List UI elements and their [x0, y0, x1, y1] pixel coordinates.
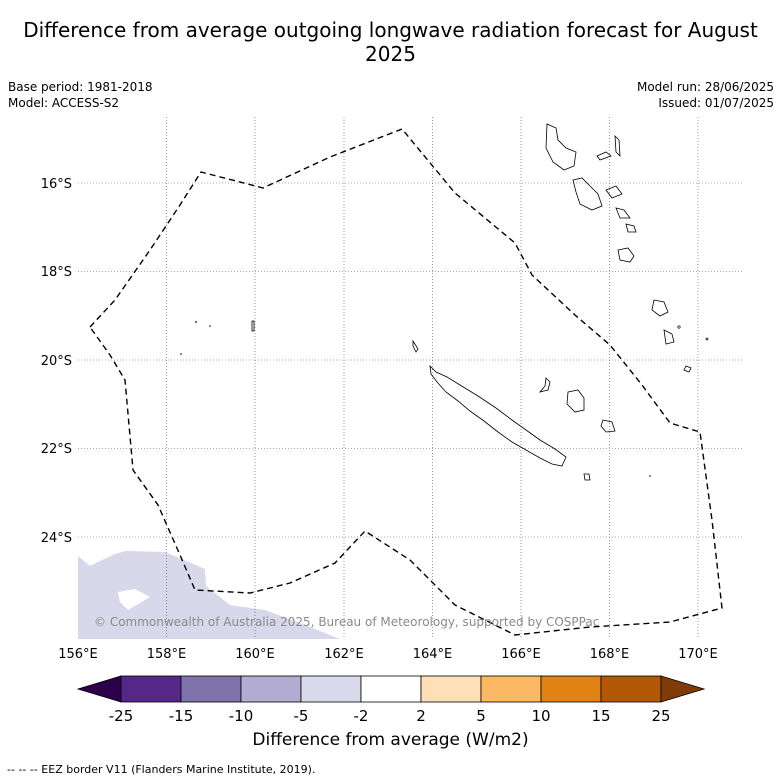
colorbar-tick: 25	[651, 707, 670, 725]
colorbar-title: Difference from average (W/m2)	[252, 730, 529, 750]
efate	[625, 223, 637, 233]
islet-3	[649, 475, 651, 477]
colorbar-tick: 2	[416, 707, 426, 725]
lon-label: 166°E	[501, 647, 541, 662]
islet-2	[705, 337, 709, 341]
meta-left: Base period: 1981-2018 Model: ACCESS-S2	[8, 79, 153, 111]
mare	[600, 419, 616, 433]
ouvea	[538, 377, 551, 393]
lon-label: 162°E	[324, 647, 364, 662]
colorbar-extend-low	[76, 675, 122, 703]
colorbar	[76, 675, 706, 703]
model-name: Model: ACCESS-S2	[8, 96, 120, 110]
epi	[615, 207, 631, 219]
ambrym	[605, 185, 623, 199]
lon-label: 160°E	[235, 647, 275, 662]
aneityum	[663, 329, 675, 345]
colorbar-tick: -5	[294, 707, 309, 725]
colorbar-segment	[300, 675, 362, 703]
colorbar-extend-high	[660, 675, 706, 703]
new-caledonia-coastline	[429, 364, 567, 467]
colorbar-segment	[360, 675, 422, 703]
ambae	[596, 151, 612, 161]
lon-label: 156°E	[58, 647, 98, 662]
colorbar-tick: -2	[354, 707, 369, 725]
isle-of-pines	[583, 473, 591, 481]
lifou	[566, 389, 585, 413]
colorbar-tick: -10	[229, 707, 254, 725]
lat-label: 24°S	[41, 531, 72, 546]
belep-islands	[412, 339, 419, 353]
meta-right: Model run: 28/06/2025 Issued: 01/07/2025	[637, 79, 774, 111]
colorbar-tick: 5	[476, 707, 486, 725]
colorbar-segment	[240, 675, 302, 703]
colorbar-segment	[120, 675, 182, 703]
lon-label: 168°E	[590, 647, 630, 662]
eez-footnote: -- -- -- EEZ border V11 (Flanders Marine…	[7, 763, 316, 776]
erromango	[617, 247, 635, 263]
issued-date: Issued: 01/07/2025	[658, 96, 774, 110]
lat-label: 16°S	[41, 177, 72, 192]
reef-islet-1	[195, 321, 197, 323]
lat-label: 22°S	[41, 442, 72, 457]
chesterfield-reef	[251, 320, 255, 332]
colorbar-segment	[540, 675, 602, 703]
small-island-east	[683, 365, 692, 373]
lon-label: 164°E	[413, 647, 453, 662]
maewo	[614, 134, 621, 158]
reef-islet-3	[180, 353, 182, 355]
colorbar-segment	[480, 675, 542, 703]
lat-label: 20°S	[41, 354, 72, 369]
latitude-labels: 16°S 18°S 20°S 22°S 24°S	[41, 177, 72, 546]
tanna	[651, 299, 669, 317]
eez-border	[89, 128, 723, 636]
model-run: Model run: 28/06/2025	[636, 80, 774, 94]
map-title: Difference from average outgoing longwav…	[23, 18, 758, 66]
islet-1	[677, 325, 681, 329]
colorbar-segment	[420, 675, 482, 703]
lon-label: 170°E	[678, 647, 718, 662]
colorbar-tick: -25	[109, 707, 134, 725]
copyright-text: © Commonwealth of Australia 2025, Bureau…	[94, 615, 599, 629]
malekula	[572, 177, 603, 211]
colorbar-ticks: -25 -15 -10 -5 -2 2 5 10 15 25	[109, 707, 671, 725]
map-area	[78, 117, 743, 639]
gridlines	[78, 117, 743, 639]
colorbar-segment	[600, 675, 662, 703]
longitude-labels: 156°E 158°E 160°E 162°E 164°E 166°E 168°…	[58, 647, 718, 662]
anomaly-fill-region	[78, 551, 340, 639]
colorbar-segment	[180, 675, 242, 703]
colorbar-tick: -15	[169, 707, 194, 725]
colorbar-tick: 15	[591, 707, 610, 725]
lon-label: 158°E	[147, 647, 187, 662]
base-period: Base period: 1981-2018	[8, 80, 153, 94]
reef-islet-2	[209, 325, 211, 327]
anomaly-hole	[118, 589, 150, 610]
colorbar-tick: 10	[531, 707, 550, 725]
lat-label: 18°S	[41, 265, 72, 280]
espiritu-santo	[545, 123, 577, 171]
